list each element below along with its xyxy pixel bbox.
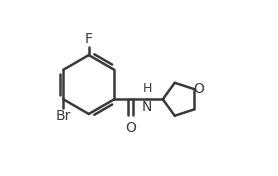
Text: Br: Br (56, 109, 71, 123)
Text: H: H (143, 82, 152, 95)
Text: F: F (85, 32, 93, 46)
Text: O: O (125, 121, 136, 135)
Text: O: O (193, 82, 204, 96)
Text: N: N (142, 100, 152, 114)
